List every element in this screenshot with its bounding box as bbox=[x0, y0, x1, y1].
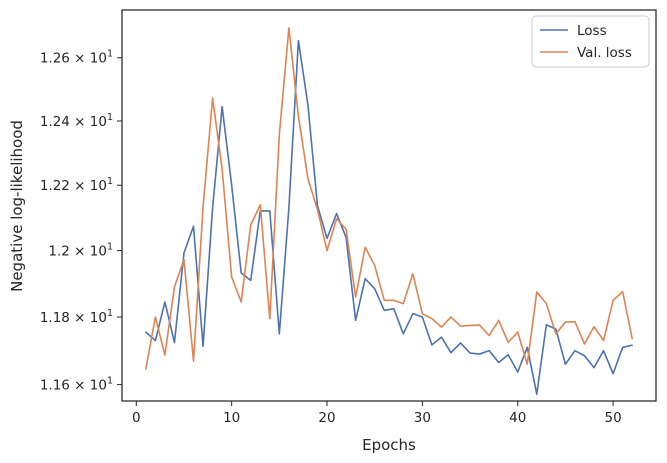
plot-area bbox=[122, 10, 656, 401]
legend-box bbox=[531, 15, 650, 68]
legend: Loss Val. loss bbox=[531, 15, 650, 68]
series-layer bbox=[145, 27, 633, 395]
y-tick-label: 1.22 × 101 bbox=[40, 176, 113, 194]
x-tick-label: 50 bbox=[604, 410, 621, 426]
x-tick-label: 20 bbox=[318, 410, 335, 426]
x-tick-label: 0 bbox=[132, 410, 141, 426]
legend-label: Val. loss bbox=[577, 45, 632, 61]
legend-label: Loss bbox=[577, 23, 607, 39]
y-axis-label: Negative log-likelihood bbox=[8, 120, 26, 292]
y-tick-label: 1.16 × 101 bbox=[40, 376, 113, 394]
x-axis-label: Epochs bbox=[362, 436, 416, 454]
y-tick-label: 1.24 × 101 bbox=[40, 112, 113, 130]
series-line-0 bbox=[145, 39, 633, 395]
series-line-1 bbox=[145, 27, 633, 370]
x-tick-label: 40 bbox=[509, 410, 526, 426]
x-tick-label: 10 bbox=[223, 410, 240, 426]
y-tick-label: 1.18 × 101 bbox=[40, 308, 113, 326]
x-tick-label: 30 bbox=[414, 410, 431, 426]
y-tick-label: 1.2 × 101 bbox=[48, 242, 113, 260]
x-axis: 0 10 20 30 40 50 bbox=[132, 401, 622, 426]
plot-frame bbox=[121, 9, 657, 402]
y-axis: 1.16 × 101 1.18 × 101 1.2 × 101 1.22 × 101 1… bbox=[40, 49, 122, 394]
y-tick-label: 1.26 × 101 bbox=[40, 49, 113, 67]
